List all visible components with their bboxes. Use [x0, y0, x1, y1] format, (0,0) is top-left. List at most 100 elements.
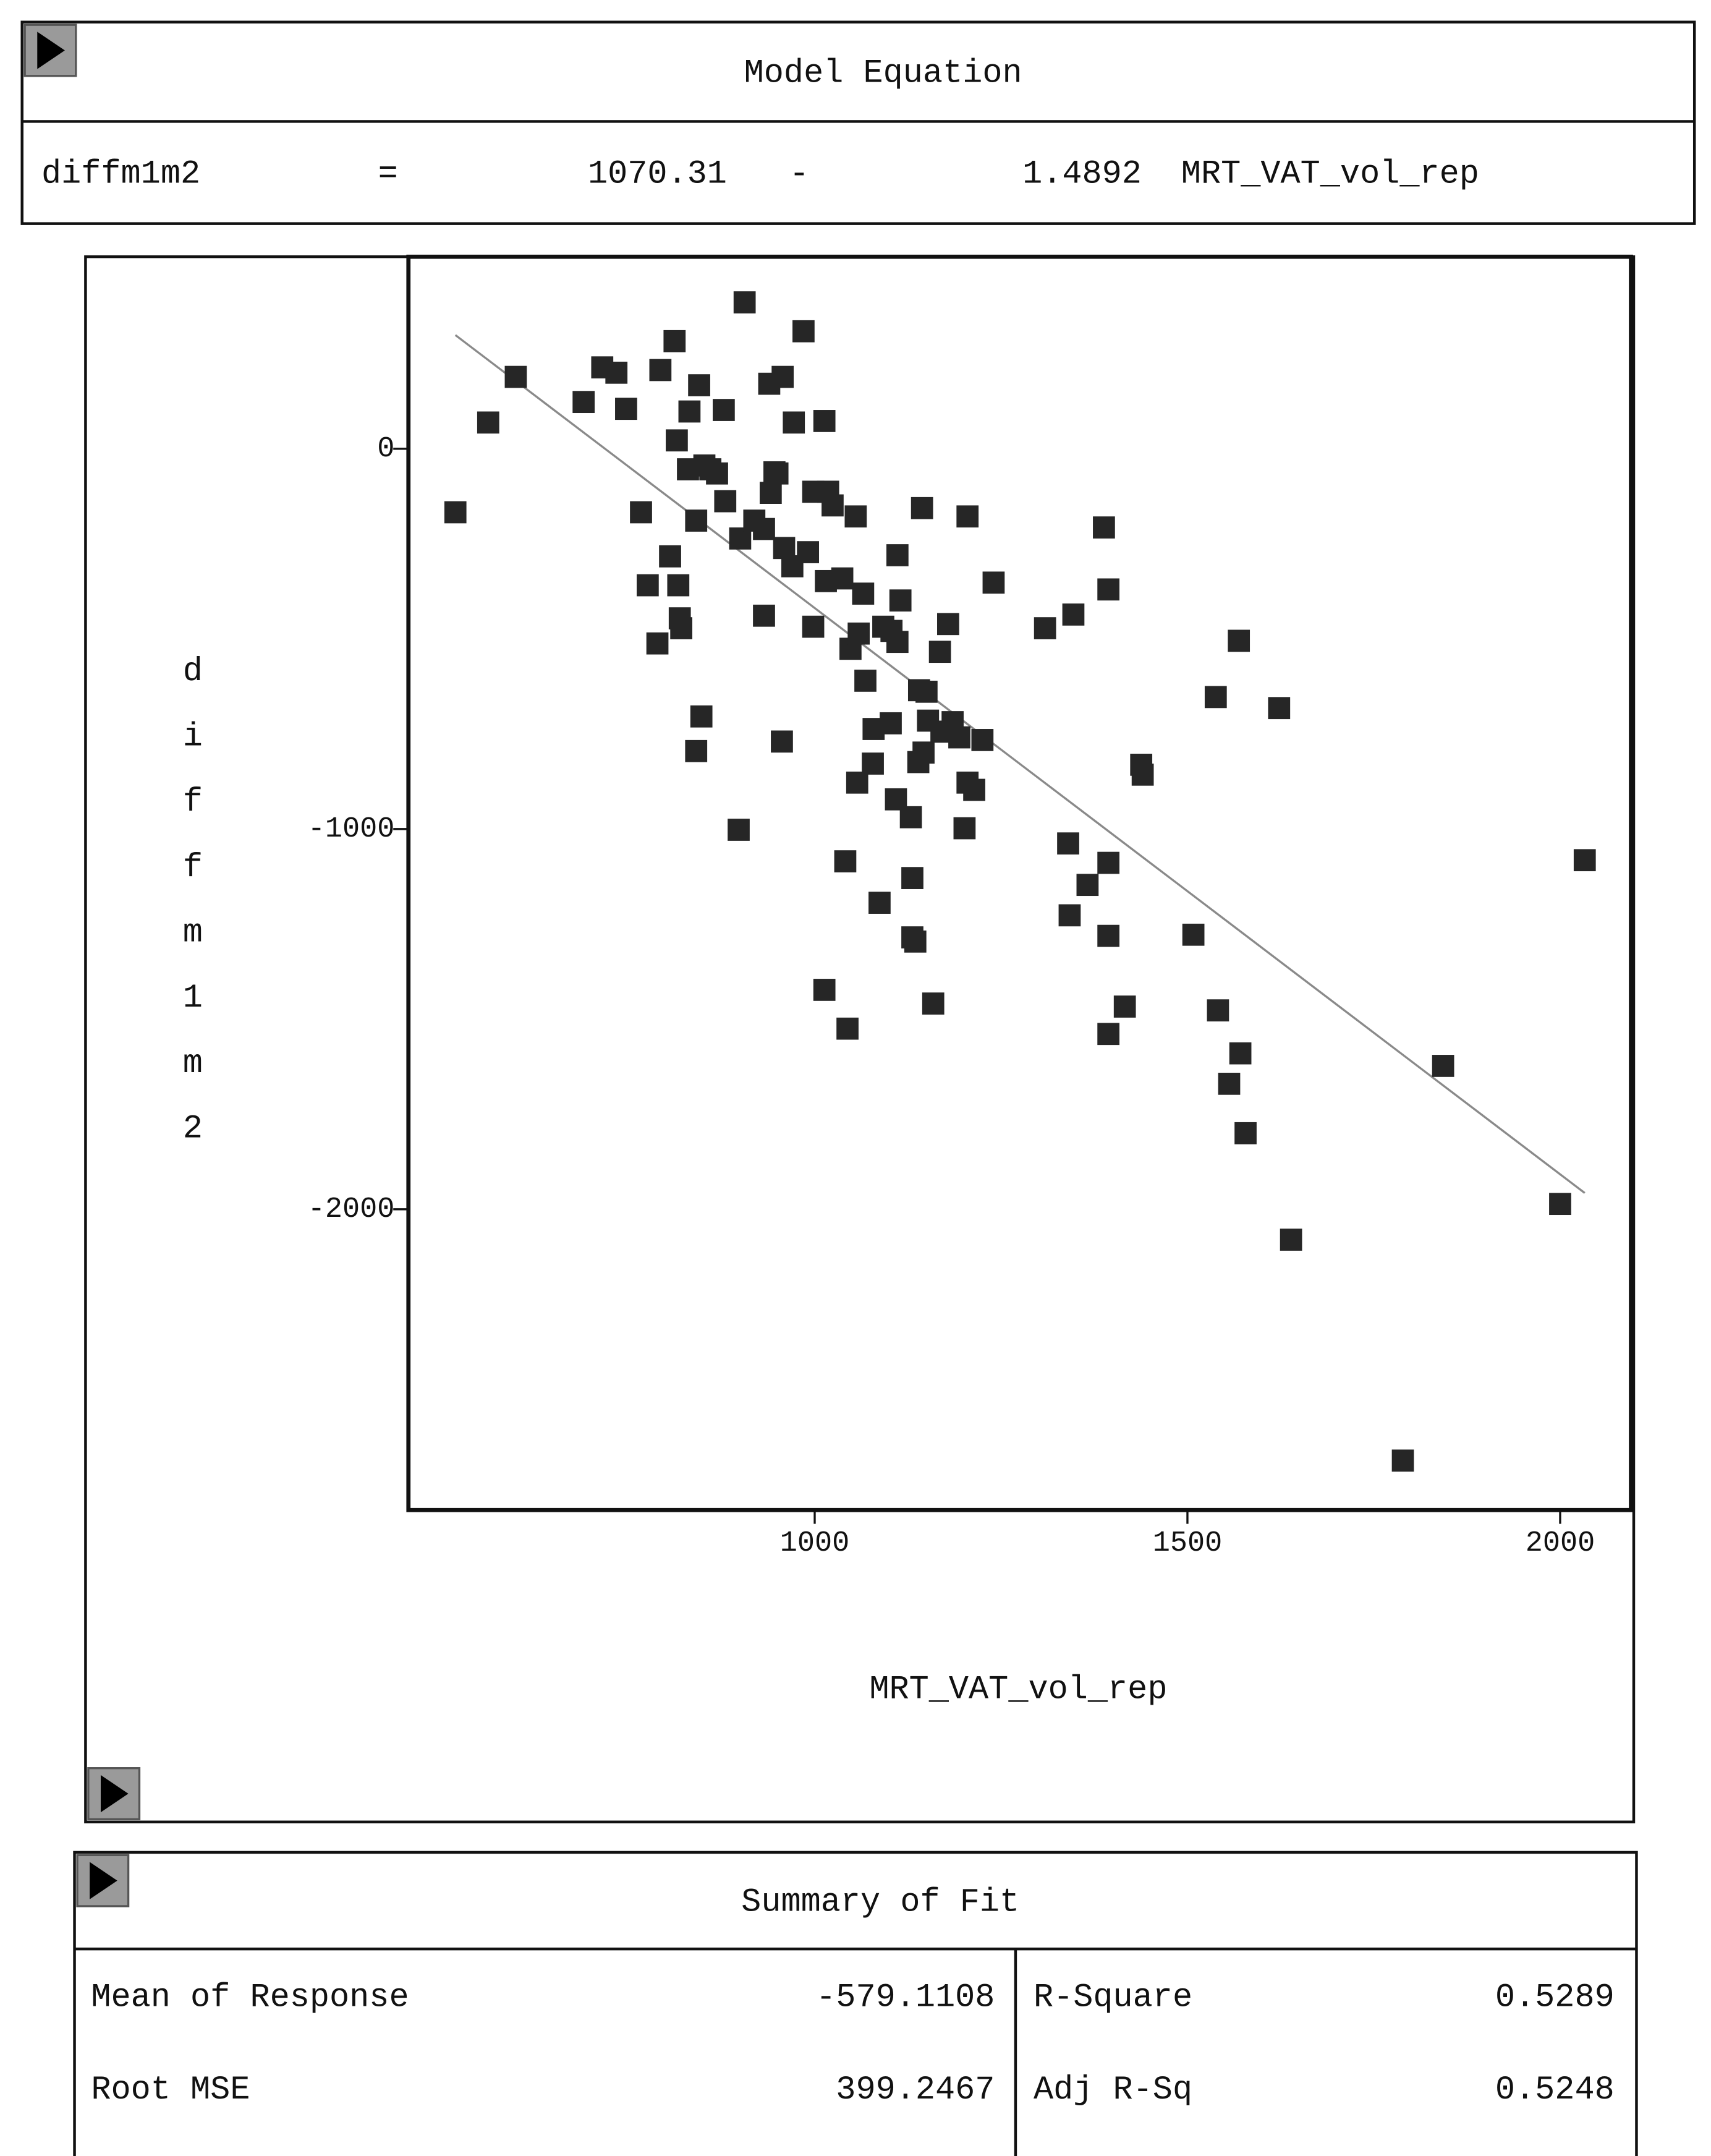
row-label: Root MSE — [91, 2071, 250, 2109]
point — [688, 374, 710, 396]
point — [901, 867, 923, 889]
disclosure-button[interactable] — [87, 1767, 141, 1820]
point — [792, 320, 815, 343]
point — [1097, 578, 1120, 601]
point — [714, 490, 737, 513]
panel-title: Model Equation — [744, 54, 1022, 92]
point — [1113, 995, 1136, 1018]
point — [678, 400, 701, 423]
point — [1228, 629, 1250, 652]
point — [1062, 603, 1085, 626]
point — [868, 892, 891, 914]
point — [1131, 763, 1154, 786]
row-value: 399.2467 — [836, 2071, 995, 2109]
point — [822, 494, 844, 517]
point — [836, 1017, 859, 1040]
point — [477, 411, 499, 434]
x-tick-label: 2000 — [1526, 1527, 1595, 1560]
point — [854, 670, 877, 692]
fit-line — [454, 334, 1586, 1194]
point — [899, 806, 922, 829]
point — [630, 501, 652, 524]
point — [886, 631, 909, 654]
point — [690, 705, 713, 728]
equation-intercept: 1070.31 — [588, 155, 727, 193]
point — [766, 462, 789, 485]
row-label: R-Square — [1034, 1979, 1192, 2016]
point — [733, 291, 756, 313]
row-value: -579.1108 — [816, 1979, 995, 2016]
equation-slope: 1.4892 — [1022, 155, 1142, 193]
point — [852, 582, 875, 605]
point — [663, 330, 686, 352]
point — [1549, 1193, 1571, 1216]
point — [1093, 516, 1115, 539]
point — [713, 399, 735, 421]
point — [605, 361, 628, 384]
equation-sign: - — [789, 155, 809, 193]
point — [659, 545, 681, 568]
point — [666, 429, 688, 452]
row-label: Adj R-Sq — [1034, 2071, 1192, 2109]
point — [1097, 924, 1120, 947]
row-label: Mean of Response — [91, 1979, 409, 2016]
point — [911, 496, 933, 519]
point — [956, 505, 979, 528]
summary-table: Mean of Response -579.1108 R-Square 0.5289 R… — [91, 1979, 1614, 2109]
point — [922, 992, 945, 1015]
point — [813, 979, 836, 1001]
point — [670, 617, 692, 639]
point — [753, 518, 775, 540]
point — [928, 641, 951, 663]
point — [953, 817, 976, 840]
point — [667, 574, 690, 597]
point — [846, 771, 868, 794]
disclosure-button[interactable] — [76, 1854, 130, 1907]
point — [797, 541, 820, 563]
point — [1058, 904, 1081, 927]
x-axis-label: MRT_VAT_vol_rep — [869, 1671, 1167, 1709]
point — [637, 574, 659, 597]
point — [1097, 1023, 1120, 1046]
plot: 0 -1000 -2000 1000 1500 2000 — [308, 291, 1596, 1560]
point — [1280, 1229, 1302, 1251]
point — [813, 410, 836, 432]
disclosure-button[interactable] — [23, 23, 77, 77]
point — [728, 819, 750, 841]
point — [937, 613, 959, 636]
point — [649, 359, 672, 381]
point — [1573, 849, 1596, 872]
point — [834, 850, 857, 872]
point — [802, 615, 825, 638]
point — [1034, 617, 1056, 639]
equation-term: MRT_VAT_vol_rep — [1181, 155, 1479, 193]
point — [783, 411, 805, 434]
row-value: 0.5289 — [1495, 1979, 1615, 2016]
plot-area — [406, 254, 1633, 1512]
y-tick-label: -1000 — [308, 813, 395, 846]
y-axis-label: diffm1m2 — [174, 653, 211, 1175]
point — [759, 482, 782, 504]
point — [504, 365, 527, 388]
y-tick-label: 0 — [377, 433, 394, 466]
point — [904, 930, 927, 953]
equation-equals: = — [378, 155, 398, 193]
point — [982, 571, 1005, 594]
point — [948, 726, 970, 749]
x-tick-label: 1500 — [1153, 1527, 1222, 1560]
point — [1229, 1042, 1252, 1065]
point — [615, 398, 637, 420]
point — [1182, 923, 1205, 946]
point — [685, 739, 708, 762]
point — [831, 567, 854, 590]
x-tick-label: 1000 — [780, 1527, 849, 1560]
point — [844, 505, 867, 528]
point — [646, 632, 669, 655]
point — [1391, 1449, 1414, 1472]
point — [572, 391, 595, 414]
point — [886, 544, 909, 566]
point — [753, 604, 775, 627]
panel-title: Summary of Fit — [741, 1883, 1019, 1921]
